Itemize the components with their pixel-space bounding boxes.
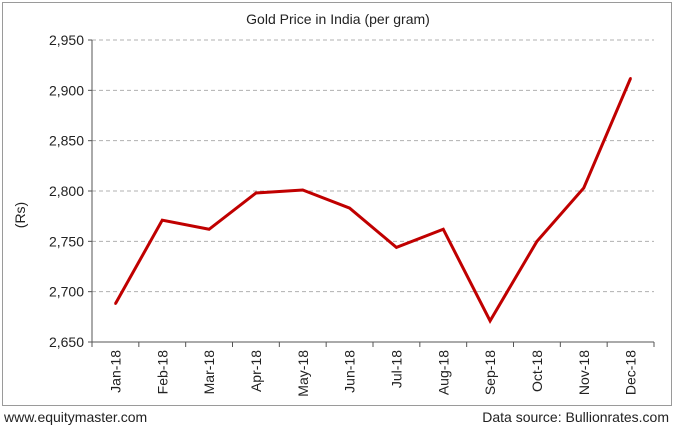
y-tick-label: 2,750 <box>49 233 84 249</box>
data-point <box>161 218 164 222</box>
data-point <box>395 246 398 249</box>
x-tick-label: Jul-18 <box>388 350 404 388</box>
x-tick-label: Jun-18 <box>342 350 358 393</box>
x-tick-label: Dec-18 <box>623 350 639 395</box>
data-point <box>207 228 211 231</box>
data-point <box>301 188 304 192</box>
grid-lines <box>92 39 654 293</box>
y-tick-label: 2,800 <box>49 183 84 199</box>
x-tick-label: Sep-18 <box>482 350 498 395</box>
data-point <box>254 191 258 195</box>
y-tick-label: 2,700 <box>49 284 84 300</box>
y-tick-label: 2,850 <box>49 133 84 149</box>
line-chart: Gold Price in India (per gram) (Rs) 2,65… <box>12 11 655 397</box>
series-line <box>114 77 632 324</box>
data-point <box>582 186 585 190</box>
x-tick-label: Jan-18 <box>107 350 123 393</box>
data-point <box>442 228 445 231</box>
y-tick-labels: 2,650 2,700 2,750 2,800 2,850 2,900 2,950 <box>49 32 84 350</box>
y-tick-label: 2,950 <box>49 32 84 48</box>
x-tick-labels: Jan-18 Feb-18 Mar-18 Apr-18 May-18 Jun-18 Jul-… <box>107 350 638 397</box>
x-tick-label: Aug-18 <box>435 350 451 395</box>
axes <box>88 39 655 347</box>
y-axis-label: (Rs) <box>12 202 28 228</box>
x-tick-label: Apr-18 <box>248 350 264 392</box>
footer-source-right: Data source: Bullionrates.com <box>482 409 669 425</box>
data-point <box>629 77 632 80</box>
data-point <box>488 319 492 323</box>
data-point <box>535 240 539 243</box>
y-tick-label: 2,650 <box>49 334 84 350</box>
x-tick-label: May-18 <box>295 350 311 397</box>
chart-title: Gold Price in India (per gram) <box>246 11 430 27</box>
x-tick-label: Mar-18 <box>201 350 217 395</box>
data-point <box>348 206 351 210</box>
x-tick-label: Feb-18 <box>154 350 170 395</box>
series-layer <box>114 77 632 324</box>
data-point <box>114 302 117 305</box>
footer-source-left: www.equitymaster.com <box>4 409 148 425</box>
y-tick-label: 2,900 <box>49 82 84 98</box>
x-tick-label: Nov-18 <box>576 350 592 395</box>
x-tick-label: Oct-18 <box>529 350 545 392</box>
